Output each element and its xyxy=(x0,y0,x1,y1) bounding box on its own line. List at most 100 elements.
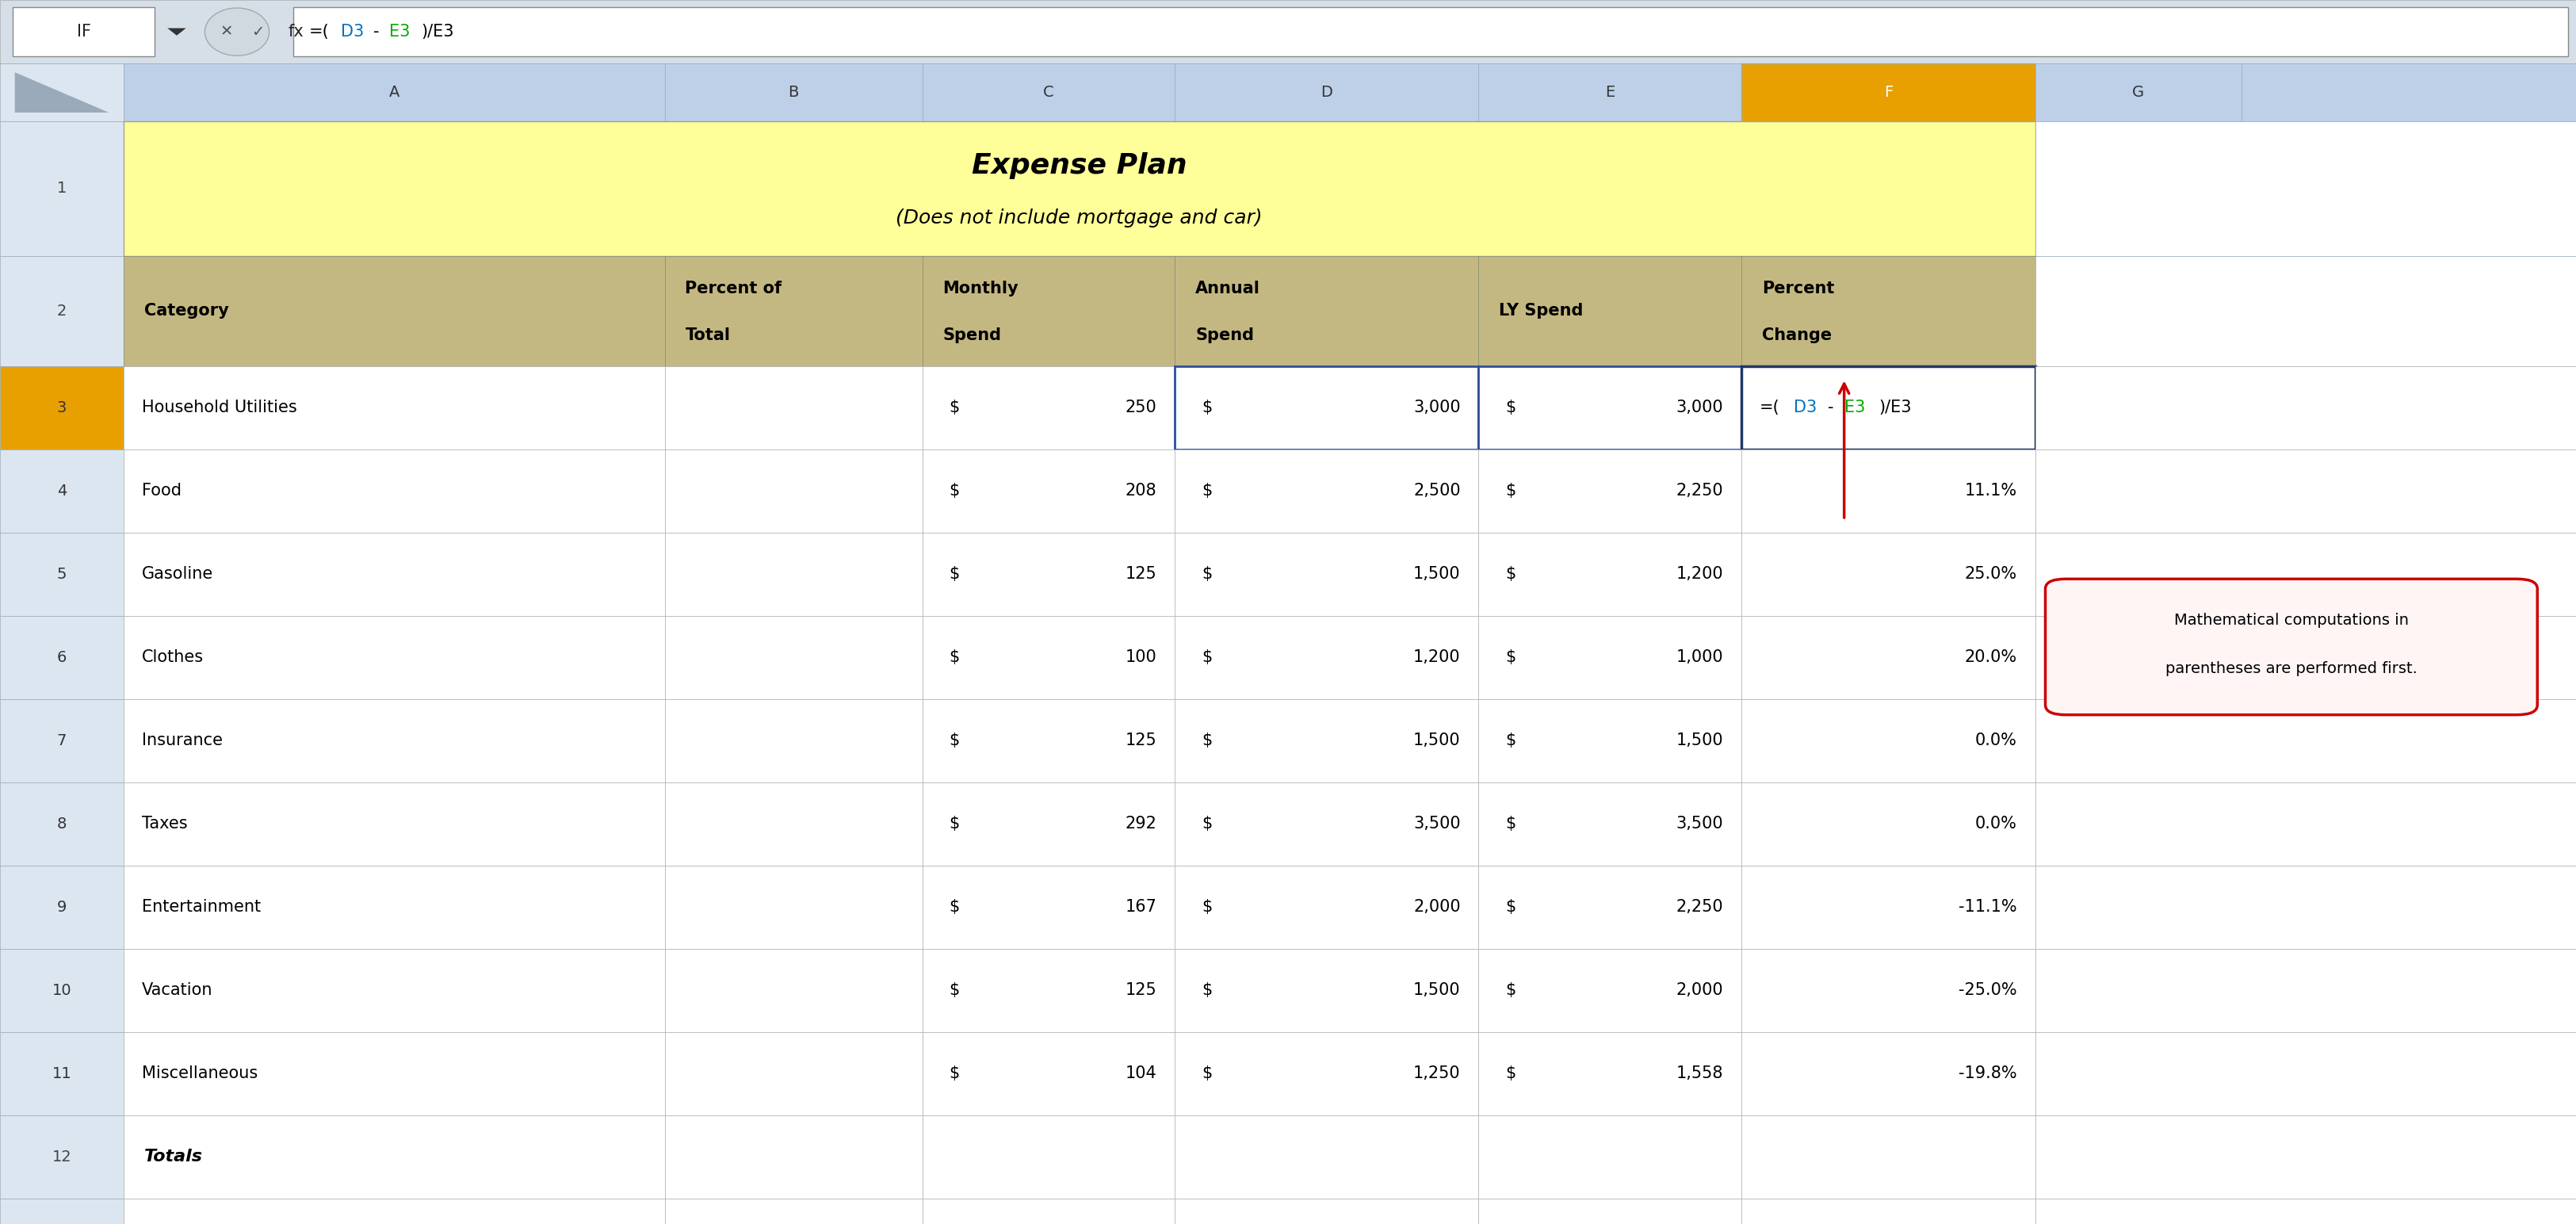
Text: E3: E3 xyxy=(1844,400,1865,415)
Text: C: C xyxy=(1043,84,1054,100)
Text: 3: 3 xyxy=(57,400,67,415)
Text: 2: 2 xyxy=(57,304,67,318)
Bar xyxy=(0,865,124,949)
Bar xyxy=(2035,699,2576,782)
Text: 250: 250 xyxy=(1126,400,1157,415)
Text: 1,500: 1,500 xyxy=(1677,733,1723,748)
Bar xyxy=(1479,256,1741,366)
Bar xyxy=(1741,366,2035,449)
Text: Spend: Spend xyxy=(943,327,1002,343)
Bar xyxy=(294,7,2568,56)
Text: Category: Category xyxy=(144,304,229,318)
Text: 167: 167 xyxy=(1126,900,1157,914)
Text: )/E3: )/E3 xyxy=(420,24,453,39)
Bar xyxy=(1479,949,1741,1032)
Bar xyxy=(922,949,1175,1032)
Bar xyxy=(124,532,665,616)
Bar xyxy=(922,699,1175,782)
Text: Household Utilities: Household Utilities xyxy=(142,400,296,415)
Text: 0.0%: 0.0% xyxy=(1976,733,2017,748)
Bar xyxy=(1175,949,1479,1032)
Bar xyxy=(922,865,1175,949)
Text: Spend: Spend xyxy=(1195,327,1255,343)
Bar xyxy=(0,121,124,256)
Text: 6: 6 xyxy=(57,650,67,665)
Bar xyxy=(124,449,665,532)
Bar xyxy=(922,532,1175,616)
Text: -: - xyxy=(374,24,379,39)
Bar xyxy=(922,1032,1175,1115)
Text: 8: 8 xyxy=(57,816,67,831)
Bar xyxy=(1479,1115,1741,1198)
Bar xyxy=(1741,865,2035,949)
Text: 1,500: 1,500 xyxy=(1414,983,1461,998)
Text: Food: Food xyxy=(142,483,180,498)
Text: $: $ xyxy=(1200,400,1213,415)
Bar xyxy=(1741,616,2035,699)
Polygon shape xyxy=(167,28,185,35)
Bar xyxy=(124,699,665,782)
Text: Vacation: Vacation xyxy=(142,983,214,998)
Bar xyxy=(922,616,1175,699)
Text: Mathematical computations in: Mathematical computations in xyxy=(2174,612,2409,628)
Text: fx: fx xyxy=(289,24,304,39)
Text: $: $ xyxy=(1504,483,1517,498)
Bar xyxy=(665,949,922,1032)
Bar xyxy=(124,366,665,449)
Bar xyxy=(124,782,665,865)
Bar xyxy=(922,64,1175,121)
Text: 5: 5 xyxy=(57,567,67,581)
Bar xyxy=(0,1115,124,1198)
Text: D3: D3 xyxy=(1793,400,1816,415)
Text: Change: Change xyxy=(1762,327,1832,343)
Text: ✕: ✕ xyxy=(219,24,234,39)
Text: -25.0%: -25.0% xyxy=(1958,983,2017,998)
Bar xyxy=(1175,256,1479,366)
Bar xyxy=(1479,449,1741,532)
Text: E: E xyxy=(1605,84,1615,100)
Bar xyxy=(665,1198,922,1224)
Text: $: $ xyxy=(1504,567,1517,581)
Text: Gasoline: Gasoline xyxy=(142,567,214,581)
Text: D3: D3 xyxy=(340,24,363,39)
Bar xyxy=(1741,532,2035,616)
Bar xyxy=(124,616,665,699)
Text: )/E3: )/E3 xyxy=(1878,400,1911,415)
Text: 12: 12 xyxy=(52,1149,72,1164)
Text: Annual: Annual xyxy=(1195,282,1260,296)
Text: LY Spend: LY Spend xyxy=(1499,304,1584,318)
Text: $: $ xyxy=(948,733,961,748)
Text: Entertainment: Entertainment xyxy=(142,900,260,914)
Bar xyxy=(1479,782,1741,865)
Bar xyxy=(922,449,1175,532)
Bar xyxy=(2035,532,2576,616)
Text: 3,500: 3,500 xyxy=(1677,816,1723,831)
Bar xyxy=(124,865,665,949)
Bar xyxy=(2035,366,2576,449)
Text: $: $ xyxy=(1504,650,1517,665)
Text: ✓: ✓ xyxy=(250,24,265,39)
Bar xyxy=(1741,949,2035,1032)
Bar xyxy=(665,699,922,782)
Text: F: F xyxy=(1883,84,1893,100)
Bar xyxy=(922,256,1175,366)
Text: $: $ xyxy=(948,483,961,498)
Text: 125: 125 xyxy=(1126,733,1157,748)
Text: A: A xyxy=(389,84,399,100)
Bar xyxy=(922,1198,1175,1224)
Bar xyxy=(0,366,124,449)
Text: 3,000: 3,000 xyxy=(1677,400,1723,415)
Text: 125: 125 xyxy=(1126,983,1157,998)
Text: 11.1%: 11.1% xyxy=(1965,483,2017,498)
Text: $: $ xyxy=(1200,567,1213,581)
Text: 1,200: 1,200 xyxy=(1414,650,1461,665)
Text: 1,558: 1,558 xyxy=(1677,1066,1723,1081)
Bar xyxy=(0,616,124,699)
Bar xyxy=(665,256,922,366)
Text: 100: 100 xyxy=(1126,650,1157,665)
Text: 2,250: 2,250 xyxy=(1677,483,1723,498)
Bar xyxy=(1741,256,2035,366)
Bar xyxy=(922,1115,1175,1198)
Bar xyxy=(922,366,1175,449)
Text: 1,500: 1,500 xyxy=(1414,733,1461,748)
